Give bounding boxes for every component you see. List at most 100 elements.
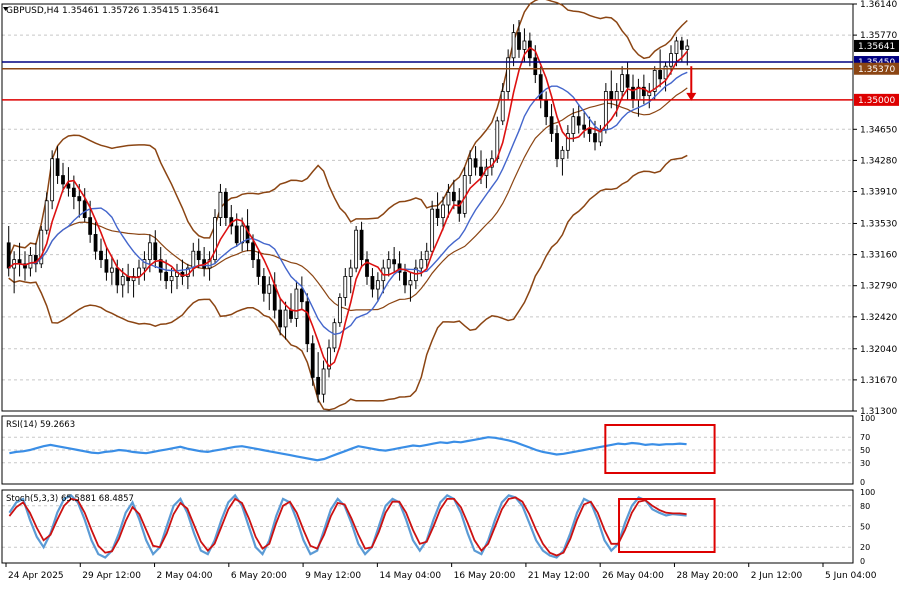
candle-body — [549, 116, 554, 134]
x-tick-label: 6 May 20:00 — [231, 571, 287, 581]
x-tick-label: 29 Apr 12:00 — [82, 571, 141, 581]
candle-body — [386, 259, 391, 269]
candle-body — [99, 250, 103, 261]
candle-body — [23, 263, 27, 269]
candle-body — [451, 191, 456, 202]
candle-body — [446, 191, 451, 206]
candle-body — [511, 32, 516, 59]
candle-body — [343, 276, 348, 298]
level-label: 1.35641 — [858, 42, 895, 52]
candle-body — [28, 255, 33, 269]
candle-body — [614, 91, 619, 101]
candle-body — [142, 259, 147, 269]
candle-body — [196, 250, 201, 261]
rsi-line-0 — [9, 436, 687, 462]
candle-body — [327, 347, 331, 370]
candle-body — [71, 187, 76, 197]
candle-body — [479, 166, 483, 176]
y-tick-label: 80 — [860, 502, 870, 511]
candle-body — [316, 376, 321, 395]
candle-body — [310, 343, 315, 378]
stoch-title: Stoch(5,3,3) 65.5881 68.4857 — [6, 494, 134, 504]
y-tick-label: 0 — [860, 557, 865, 566]
candle-body — [348, 267, 353, 277]
candle-body — [137, 267, 141, 277]
candle-body — [517, 32, 521, 50]
candle-body — [403, 271, 407, 286]
candle-body — [191, 250, 196, 269]
arrow-head — [686, 92, 697, 101]
y-tick-label: 0 — [860, 478, 865, 487]
y-tick-label: 1.33910 — [860, 188, 897, 198]
candle-body — [164, 271, 169, 282]
candle-body — [305, 301, 310, 345]
candle-body — [468, 158, 473, 176]
bollinger-middle — [8, 87, 688, 312]
candle-body — [365, 259, 369, 277]
candle-body — [115, 267, 120, 286]
y-tick-label: 1.35770 — [860, 31, 897, 41]
candle-body — [104, 259, 109, 273]
candle-body — [207, 259, 212, 269]
candle-body — [131, 276, 136, 282]
x-tick-label: 14 May 04:00 — [379, 571, 441, 581]
y-tick-label: 30 — [860, 459, 870, 468]
highlight-box — [604, 424, 716, 474]
x-axis: 24 Apr 2025 29 Apr 12:00 2 May 04:00 6 May … — [5, 563, 877, 581]
candle-body — [223, 191, 228, 218]
candle-body — [321, 368, 326, 395]
candle-body — [674, 40, 679, 55]
y-tick-label: 1.36140 — [860, 0, 897, 10]
candle-body — [153, 242, 158, 261]
candle-body — [457, 200, 462, 214]
candle-body — [234, 225, 239, 244]
candle-body — [652, 70, 657, 92]
x-tick-label: 5 Jun 04:00 — [825, 571, 877, 581]
rsi-frame — [1, 415, 854, 485]
candle-body — [169, 276, 174, 282]
candle-body — [267, 284, 272, 294]
candle-body — [522, 40, 527, 50]
y-tick-label: 100 — [860, 488, 875, 497]
stoch-line-0 — [8, 493, 687, 559]
candle-body — [685, 45, 690, 50]
level-label: 1.35000 — [858, 96, 895, 106]
candle-body — [620, 74, 625, 92]
main-frame — [1, 3, 854, 412]
candle-body — [299, 288, 304, 303]
candle-body — [658, 70, 663, 80]
x-tick-label: 26 May 04:00 — [602, 571, 664, 581]
candle-body — [598, 128, 603, 143]
chart-title: GBPUSD,H4 1.35461 1.35726 1.35415 1.3564… — [6, 6, 219, 16]
candle-body — [576, 116, 581, 126]
candle-body — [337, 297, 342, 324]
candle-body — [555, 133, 559, 160]
candle-body — [571, 116, 576, 134]
candle-body — [50, 158, 55, 202]
candle-body — [77, 196, 82, 202]
candle-body — [359, 229, 364, 261]
candle-body — [679, 40, 684, 50]
candle-body — [430, 208, 435, 252]
candle-body — [424, 250, 429, 261]
candle-body — [609, 91, 614, 101]
rsi-pane: 100 70 50 30 0 RSI(14) 59.2663 — [1, 414, 875, 487]
candle-body — [109, 267, 114, 273]
candle-body — [6, 242, 11, 269]
main-pane: 1.36140 1.35770 1.34650 1.34280 1.33910 1.335… — [1, 0, 899, 417]
level-tag — [854, 39, 899, 52]
y-tick-label: 1.31670 — [860, 376, 897, 386]
candle-body — [408, 280, 413, 286]
candle-body — [66, 183, 71, 189]
level-tag — [854, 93, 899, 106]
candle-body — [392, 259, 397, 265]
candle-body — [289, 309, 293, 319]
ma-fast — [8, 46, 688, 368]
candle-body — [44, 200, 49, 231]
x-tick-label: 9 May 12:00 — [305, 571, 361, 581]
y-tick-label: 1.33530 — [860, 219, 897, 229]
y-tick-label: 50 — [860, 446, 870, 455]
level-tag — [854, 62, 899, 75]
x-tick-label: 2 Jun 12:00 — [751, 571, 803, 581]
